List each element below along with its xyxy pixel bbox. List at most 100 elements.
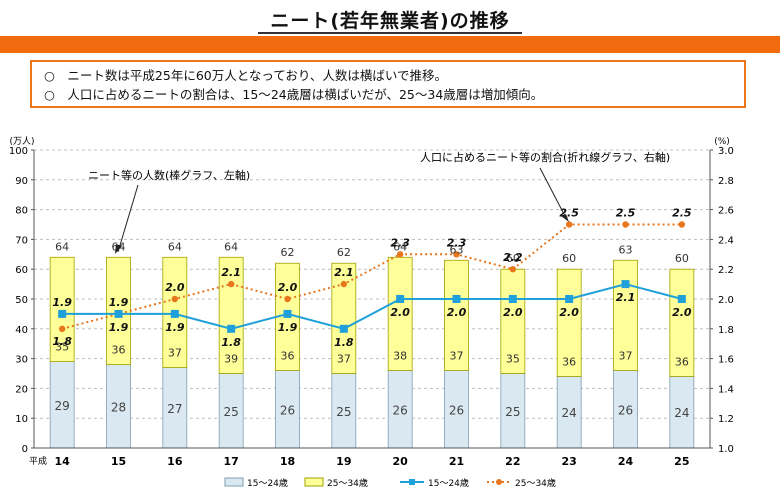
x-axis-prefix: 平成 <box>29 455 47 467</box>
summary-line-1: ○ ニート数は平成25年に60万人となっており、人数は横ばいで推移。 <box>44 68 447 83</box>
point-25-34 <box>171 295 179 303</box>
bar-value-15-24: 26 <box>618 403 633 417</box>
bar-total: 64 <box>168 240 182 253</box>
bar-25-34 <box>444 259 469 371</box>
line-annotation-arrow <box>539 167 567 219</box>
left-tick-label: 100 <box>9 146 28 157</box>
x-tick-label: 15 <box>111 455 126 468</box>
bar-value-25-34: 35 <box>506 353 520 366</box>
point-15-24 <box>621 280 630 289</box>
point-25-34 <box>509 266 517 273</box>
bar-25-34 <box>387 256 413 371</box>
bar-value-25-34: 38 <box>393 350 407 363</box>
bar-value-15-24: 28 <box>111 400 126 414</box>
right-tick-label: 2.6 <box>718 206 734 217</box>
bar-15-24 <box>49 361 75 449</box>
point-15-24 <box>565 295 574 303</box>
line-label-15-24: 2.0 <box>503 306 523 319</box>
bar-total: 62 <box>337 246 351 259</box>
x-tick-label: 25 <box>674 455 689 468</box>
left-tick-label: 40 <box>15 325 28 336</box>
bar-value-25-34: 36 <box>112 344 126 357</box>
line-label-15-24: 1.9 <box>109 321 129 334</box>
bar-15-24 <box>387 370 413 449</box>
left-tick-label: 90 <box>15 176 28 187</box>
bar-value-15-24: 26 <box>393 403 408 417</box>
line-label-15-24: 2.0 <box>559 306 579 319</box>
left-tick-label: 60 <box>15 265 28 276</box>
x-tick-label: 23 <box>562 455 577 468</box>
left-tick-label: 30 <box>15 355 28 366</box>
title-underline <box>258 32 522 34</box>
right-tick-label: 1.6 <box>718 355 734 366</box>
summary-line-2: ○ 人口に占めるニートの割合は、15～24歳層は横ばいだが、25～34歳層は増加… <box>44 87 544 102</box>
legend-line-15-24-label: 15～24歳 <box>428 477 469 489</box>
bar-value-25-34: 37 <box>450 350 464 363</box>
bar-value-25-34: 37 <box>619 350 633 363</box>
point-25-34 <box>58 325 66 332</box>
line-label-25-34: 2.2 <box>503 251 523 264</box>
bar-annotation-arrow <box>117 184 139 253</box>
bar-value-25-34: 36 <box>281 350 295 363</box>
point-25-34 <box>284 295 291 303</box>
legend-bar-25-34-swatch <box>304 477 324 487</box>
point-25-34 <box>678 221 686 228</box>
line-label-25-34: 2.1 <box>221 266 241 279</box>
bar-value-25-34: 36 <box>562 355 576 368</box>
bar-15-24 <box>556 376 582 449</box>
left-tick-label: 80 <box>15 206 28 217</box>
bar-total: 62 <box>281 246 295 259</box>
header-band <box>0 36 780 53</box>
bar-15-24 <box>275 370 300 449</box>
legend-bar-25-34-label: 25～34歳 <box>327 477 368 489</box>
bar-15-24 <box>106 364 131 449</box>
line-label-15-24: 2.1 <box>616 291 636 304</box>
line-label-25-34: 2.5 <box>559 207 579 220</box>
bar-value-15-24: 27 <box>167 402 182 416</box>
bar-annotation: ニート等の人数(棒グラフ、左軸) <box>88 168 250 182</box>
bar-total: 64 <box>393 240 407 253</box>
bar-total: 64 <box>224 240 238 253</box>
x-tick-label: 21 <box>449 455 464 468</box>
x-tick-label: 17 <box>224 455 239 468</box>
bar-total: 63 <box>619 243 633 256</box>
legend-bar-15-24-swatch <box>224 477 244 487</box>
left-tick-label: 20 <box>15 384 28 395</box>
line-label-15-24: 2.0 <box>390 306 410 319</box>
bar-value-25-34: 35 <box>55 341 69 354</box>
line-label-25-34: 2.3 <box>390 236 410 249</box>
bar-value-25-34: 37 <box>168 347 182 360</box>
bar-value-15-24: 25 <box>224 405 239 419</box>
bar-value-25-34: 37 <box>337 353 351 366</box>
left-tick-label: 70 <box>15 235 28 246</box>
x-tick-label: 18 <box>280 455 295 468</box>
right-tick-label: 1.2 <box>718 414 734 425</box>
line-label-25-34: 2.5 <box>672 207 692 220</box>
line-15-24 <box>62 283 683 330</box>
right-tick-label: 1.4 <box>718 384 734 395</box>
point-15-24 <box>58 309 67 318</box>
line-label-25-34: 2.0 <box>165 281 185 294</box>
point-15-24 <box>114 309 123 318</box>
x-tick-label: 14 <box>55 455 71 468</box>
bar-total: 63 <box>450 243 464 256</box>
line-label-25-34: 1.8 <box>52 335 72 348</box>
line-label-25-34: 2.3 <box>447 236 467 249</box>
left-tick-label: 10 <box>15 414 28 425</box>
bar-value-15-24: 25 <box>505 405 520 419</box>
point-25-34 <box>453 251 460 258</box>
legend-bar-15-24-label: 15～24歳 <box>247 477 288 489</box>
bar-total: 60 <box>675 252 689 265</box>
right-tick-label: 1.0 <box>718 444 734 455</box>
right-tick-label: 3.0 <box>718 146 734 157</box>
bar-annotation-arrowhead <box>115 244 122 254</box>
bar-value-25-34: 39 <box>224 353 238 366</box>
bar-total: 64 <box>55 240 69 253</box>
right-tick-label: 2.4 <box>718 235 734 246</box>
point-15-24 <box>508 295 517 303</box>
line-label-15-24: 1.9 <box>165 321 185 334</box>
point-25-34 <box>227 280 235 288</box>
bar-value-15-24: 24 <box>562 406 577 420</box>
right-axis-unit: (%) <box>714 137 730 147</box>
line-label-15-24: 1.9 <box>52 296 72 309</box>
